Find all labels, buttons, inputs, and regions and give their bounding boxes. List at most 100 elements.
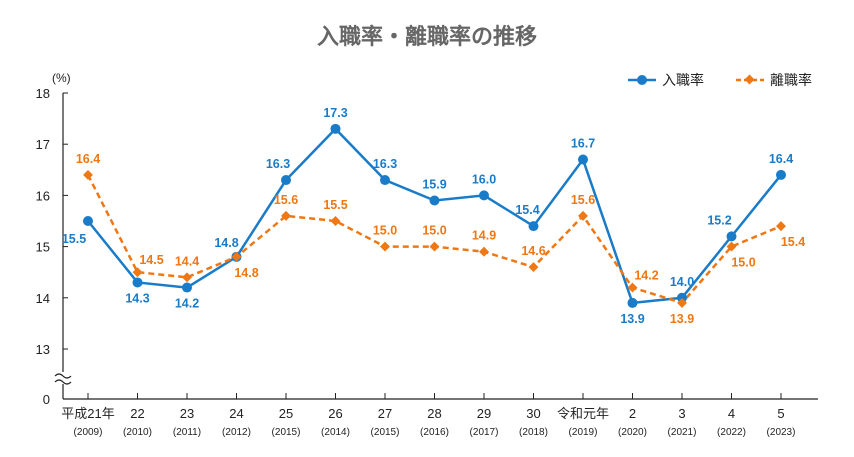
x-tick-sublabel: (2023): [767, 427, 796, 438]
data-point: [479, 190, 489, 201]
x-tick-label: 5: [777, 406, 784, 421]
data-point: [182, 282, 192, 293]
y-axis-label: (%): [52, 71, 71, 85]
data-label: 14.2: [634, 269, 658, 283]
data-point: [528, 262, 539, 273]
data-label: 15.5: [323, 198, 347, 212]
data-label: 15.0: [373, 224, 397, 238]
y-tick-label: 16: [36, 188, 50, 203]
y-tick-label: 15: [36, 240, 50, 255]
data-label: 14.2: [175, 297, 199, 311]
data-label: 15.6: [274, 193, 298, 207]
chart-title: 入職率・離職率の推移: [317, 24, 537, 49]
y-tick-label: 14: [36, 291, 50, 306]
x-tick-label: 30: [526, 406, 540, 421]
data-point: [677, 297, 687, 308]
x-tick-label: 23: [180, 406, 194, 421]
x-tick-sublabel: (2012): [222, 427, 251, 438]
x-tick-label: 22: [130, 406, 144, 421]
data-point: [380, 241, 390, 252]
data-label: 16.0: [472, 172, 496, 186]
y-tick-label: 0: [43, 392, 50, 407]
data-label: 14.8: [234, 266, 258, 280]
data-point: [776, 221, 786, 232]
x-tick-sublabel: (2022): [717, 427, 746, 438]
x-tick-label: 28: [427, 406, 441, 421]
data-label: 15.4: [781, 235, 805, 249]
x-tick-sublabel: (2010): [123, 427, 152, 438]
data-point: [83, 216, 93, 226]
data-point: [132, 277, 143, 288]
data-label: 15.2: [707, 213, 731, 227]
x-tick-label: 27: [378, 406, 392, 421]
x-tick-sublabel: (2015): [371, 427, 400, 438]
data-point: [330, 216, 341, 226]
legend-marker-entry: [637, 75, 647, 85]
data-label: 16.4: [769, 152, 793, 166]
x-tick-label: 26: [328, 406, 342, 421]
data-point: [182, 272, 192, 283]
data-point: [677, 292, 687, 303]
data-label: 14.0: [670, 275, 694, 289]
x-tick-label: 25: [279, 406, 293, 421]
x-tick-label: 29: [477, 406, 491, 421]
data-label: 13.9: [620, 312, 644, 326]
x-tick-sublabel: (2021): [668, 427, 697, 438]
legend-label-entry: 入職率: [662, 72, 704, 88]
data-label: 14.9: [472, 229, 496, 243]
data-point: [776, 169, 786, 180]
data-point: [429, 195, 440, 206]
y-tick-label: 13: [36, 342, 50, 357]
x-tick-sublabel: (2019): [569, 427, 598, 438]
x-tick-sublabel: (2014): [321, 427, 350, 438]
legend: 入職率 離職率: [628, 72, 812, 88]
data-label: 15.0: [731, 256, 755, 270]
data-point: [281, 175, 291, 186]
x-tick-sublabel: (2017): [470, 427, 499, 438]
data-label: 16.7: [571, 137, 595, 151]
x-tick-sublabel: (2016): [420, 427, 449, 438]
data-point: [726, 231, 737, 242]
data-label: 16.3: [373, 157, 397, 171]
data-point: [627, 282, 638, 293]
x-tick-label: 平成21年: [61, 406, 114, 421]
data-label: 14.6: [521, 244, 545, 258]
legend-marker-separation: [744, 74, 755, 85]
data-label: 14.4: [175, 254, 199, 268]
x-tick-label: 令和元年: [557, 406, 609, 421]
data-label: 15.6: [571, 193, 595, 207]
y-tick-label: 18: [36, 86, 50, 101]
data-label: 16.4: [76, 152, 100, 166]
data-label: 14.8: [214, 236, 238, 250]
x-tick-sublabel: (2020): [618, 427, 647, 438]
data-point: [281, 210, 291, 221]
data-point: [528, 221, 539, 232]
x-tick-label: 4: [728, 406, 735, 421]
x-tick-label: 2: [629, 406, 636, 421]
x-tick-sublabel: (2015): [272, 427, 301, 438]
data-point: [330, 123, 341, 134]
data-label: 14.3: [125, 291, 149, 305]
legend-label-separation: 離職率: [770, 72, 812, 88]
data-label: 15.5: [62, 232, 86, 246]
y-tick-label: 17: [36, 137, 50, 152]
x-tick-label: 24: [229, 406, 243, 421]
data-point: [380, 175, 390, 186]
data-label: 15.9: [422, 178, 446, 192]
data-point: [132, 267, 143, 278]
x-tick-sublabel: (2009): [74, 427, 103, 438]
axis-break-icon: [54, 373, 72, 385]
data-label: 17.3: [323, 106, 347, 120]
x-tick-sublabel: (2018): [519, 427, 548, 438]
data-label: 15.0: [422, 224, 446, 238]
data-label: 16.3: [266, 157, 290, 171]
data-point: [578, 210, 588, 221]
data-point: [429, 241, 440, 252]
data-label: 15.4: [515, 203, 539, 217]
data-point: [578, 154, 588, 165]
data-point: [83, 169, 93, 180]
data-point: [627, 297, 638, 308]
data-point: [726, 241, 737, 252]
